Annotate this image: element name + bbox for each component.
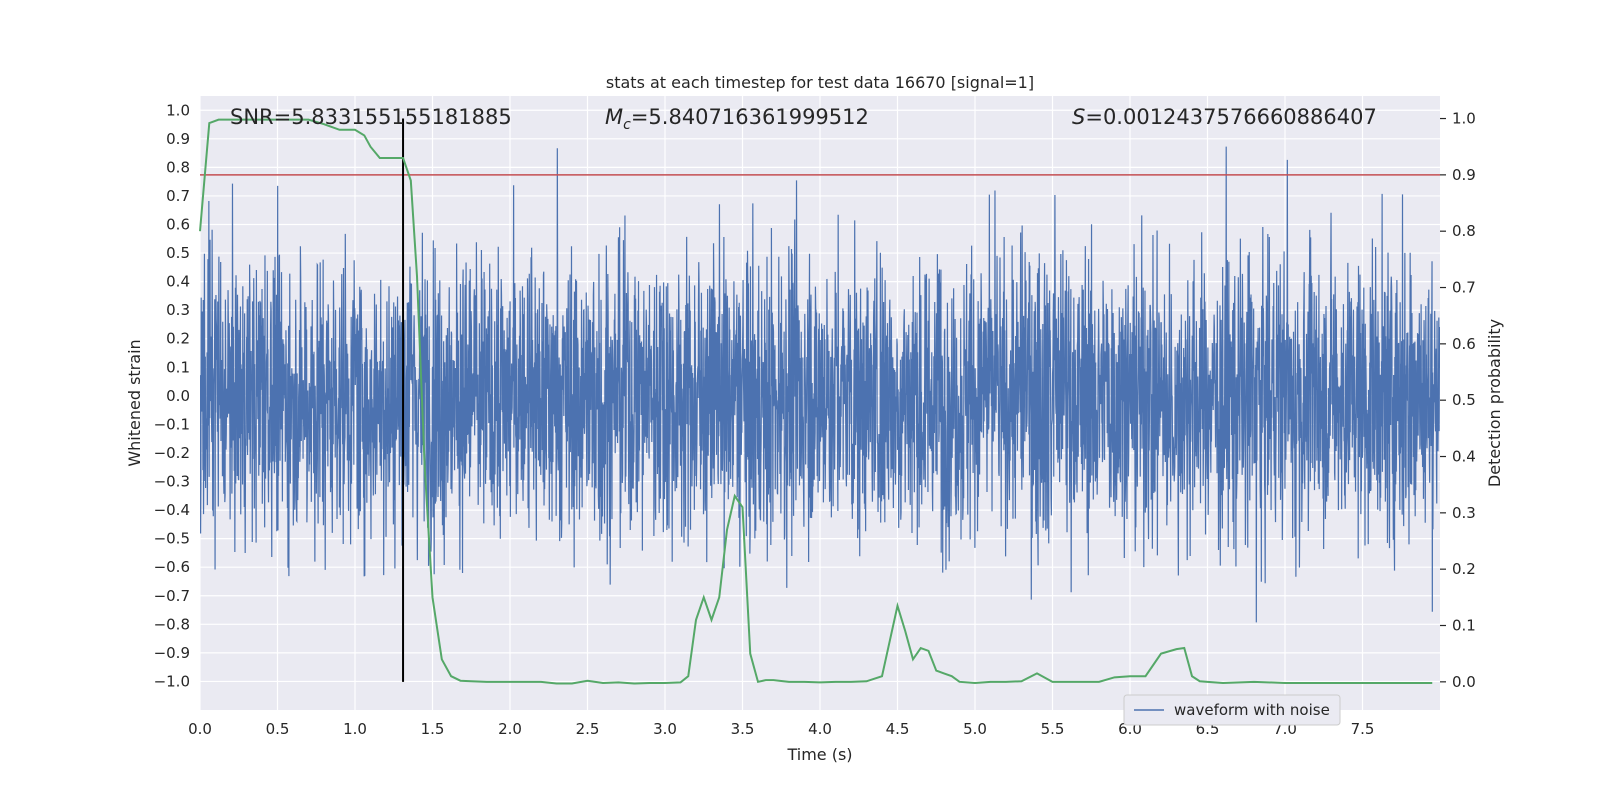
y-tick-label: 0.2 bbox=[166, 330, 190, 348]
y-tick-label: 0.8 bbox=[166, 158, 190, 176]
s-value: =0.0012437576660886407 bbox=[1085, 105, 1377, 129]
x-tick-label: 1.0 bbox=[343, 720, 367, 738]
y-tick-label: 0.1 bbox=[166, 358, 190, 376]
right-y-axis-label: Detection probability bbox=[1485, 319, 1504, 487]
legend: waveform with noise bbox=[1123, 694, 1341, 726]
chirp-mass-value: =5.840716361999512 bbox=[631, 105, 869, 129]
waveform-line bbox=[200, 146, 1440, 623]
y-tick-label: −0.4 bbox=[154, 501, 190, 519]
waveform-series bbox=[200, 146, 1440, 623]
legend-label-waveform: waveform with noise bbox=[1174, 701, 1330, 719]
x-tick-label: 0.0 bbox=[188, 720, 212, 738]
right-y-tick-label: 0.8 bbox=[1452, 222, 1476, 240]
y-tick-label: −0.6 bbox=[154, 558, 190, 576]
right-y-tick-label: 0.6 bbox=[1452, 335, 1476, 353]
right-y-tick-label: 0.2 bbox=[1452, 560, 1476, 578]
y-tick-label: −0.7 bbox=[154, 587, 190, 605]
x-tick-label: 3.0 bbox=[653, 720, 677, 738]
right-y-tick-label: 0.7 bbox=[1452, 279, 1476, 297]
right-y-tick-label: 0.3 bbox=[1452, 504, 1476, 522]
x-tick-label: 2.0 bbox=[498, 720, 522, 738]
right-y-tick-label: 0.0 bbox=[1452, 673, 1476, 691]
snr-annotation: SNR=5.833155155181885 bbox=[230, 105, 512, 129]
y-tick-label: 1.0 bbox=[166, 101, 190, 119]
y-tick-label: −0.5 bbox=[154, 530, 190, 548]
y-tick-label: −0.2 bbox=[154, 444, 190, 462]
y-tick-label: 0.3 bbox=[166, 301, 190, 319]
y-tick-label: 0.5 bbox=[166, 244, 190, 262]
x-axis-label: Time (s) bbox=[786, 745, 852, 764]
x-tick-label: 7.5 bbox=[1351, 720, 1375, 738]
y-tick-label: 0.0 bbox=[166, 387, 190, 405]
x-tick-label: 3.5 bbox=[731, 720, 755, 738]
y-tick-label: −0.3 bbox=[154, 473, 190, 491]
s-annotation: S=0.0012437576660886407 bbox=[1072, 105, 1377, 129]
y-tick-label: 0.4 bbox=[166, 273, 190, 291]
x-tick-label: 5.5 bbox=[1041, 720, 1065, 738]
x-tick-label: 0.5 bbox=[266, 720, 290, 738]
x-tick-label: 4.5 bbox=[886, 720, 910, 738]
s-symbol: S bbox=[1072, 105, 1085, 129]
right-y-tick-label: 1.0 bbox=[1452, 110, 1476, 128]
y-tick-label: −0.8 bbox=[154, 615, 190, 633]
legend-box bbox=[1123, 694, 1341, 726]
x-tick-label: 4.0 bbox=[808, 720, 832, 738]
right-y-tick-label: 0.1 bbox=[1452, 617, 1476, 635]
chirp-mass-annotation: Mc=5.840716361999512 bbox=[605, 105, 869, 133]
detection-probability-line bbox=[199, 118, 1433, 685]
x-tick-label: 1.5 bbox=[421, 720, 445, 738]
right-y-tick-label: 0.5 bbox=[1452, 391, 1476, 409]
right-y-tick-label: 0.9 bbox=[1452, 166, 1476, 184]
left-y-axis: 1.0 0.9 0.8 0.7 0.6 0.5 0.4 0.3 0.2 0.1 0.0 −0.1 −0.… bbox=[154, 101, 190, 690]
right-y-axis: 1.0 0.9 0.8 0.7 0.6 0.5 0.4 0.3 0.2 0.1 0.0 bbox=[1440, 110, 1476, 691]
y-tick-label: 0.9 bbox=[166, 130, 190, 148]
chirp-mass-subscript: c bbox=[623, 117, 631, 133]
right-y-tick-label: 0.4 bbox=[1452, 448, 1476, 466]
y-tick-label: 0.6 bbox=[166, 216, 190, 234]
y-tick-label: −0.1 bbox=[154, 415, 190, 433]
y-tick-label: −1.0 bbox=[154, 672, 190, 690]
y-axis-label: Whitened strain bbox=[125, 339, 144, 466]
y-tick-label: −0.9 bbox=[154, 644, 190, 662]
chirp-mass-symbol: M bbox=[605, 105, 623, 129]
chart-title: stats at each timestep for test data 166… bbox=[606, 73, 1034, 92]
x-tick-label: 2.5 bbox=[576, 720, 600, 738]
y-tick-label: 0.7 bbox=[166, 187, 190, 205]
x-tick-label: 5.0 bbox=[963, 720, 987, 738]
